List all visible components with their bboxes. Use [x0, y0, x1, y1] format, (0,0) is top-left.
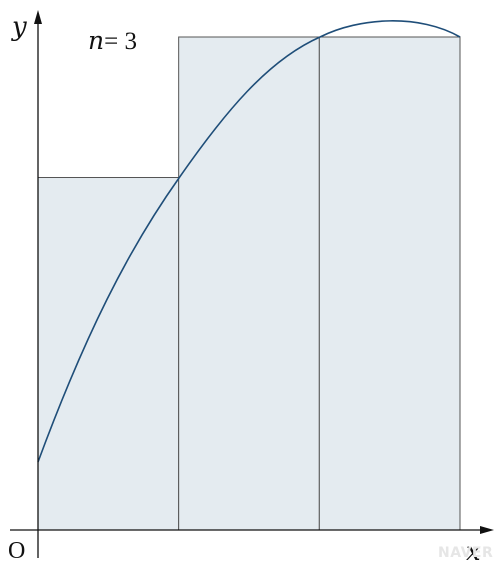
rectangle-1: [37, 177, 180, 531]
x-axis-arrowhead: [480, 526, 494, 534]
rectangle-3: [318, 36, 461, 531]
y-axis-label: y: [11, 12, 27, 42]
n-equation-label: n= 3: [88, 26, 137, 55]
rectangles-group: [37, 36, 461, 531]
watermark-logo: NAVER: [438, 545, 493, 561]
origin-label: O: [8, 538, 25, 564]
y-axis-arrowhead: [34, 10, 42, 24]
n-variable: n: [88, 26, 104, 55]
rectangle-2: [178, 36, 320, 531]
function-curve: [37, 20, 461, 463]
x-axis-label: x: [466, 537, 481, 567]
n-value: = 3: [104, 28, 137, 55]
